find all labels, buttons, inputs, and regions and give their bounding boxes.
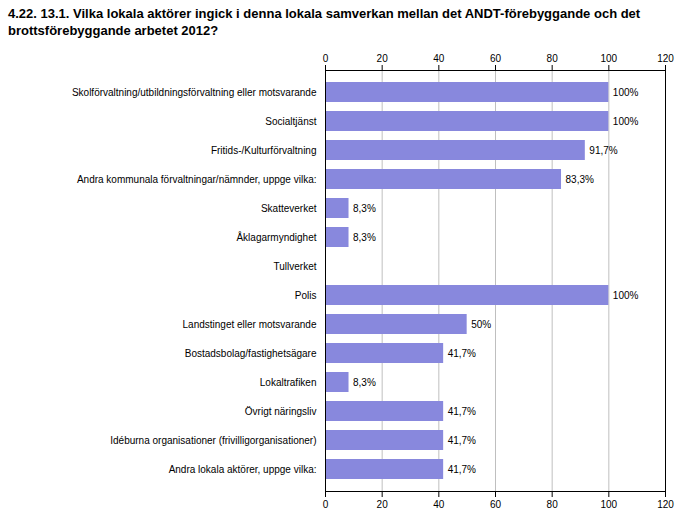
svg-text:60: 60 [490, 498, 502, 509]
svg-text:100%: 100% [613, 115, 639, 126]
svg-text:Andra kommunala förvaltningar/: Andra kommunala förvaltningar/nämnder, u… [77, 173, 317, 184]
svg-text:83,3%: 83,3% [566, 173, 594, 184]
svg-text:Polis: Polis [295, 289, 317, 300]
svg-text:Övrigt näringsliv: Övrigt näringsliv [245, 405, 317, 416]
svg-text:8,3%: 8,3% [353, 376, 376, 387]
svg-text:8,3%: 8,3% [353, 202, 376, 213]
svg-text:100: 100 [600, 498, 617, 509]
svg-text:Lokaltrafiken: Lokaltrafiken [260, 376, 317, 387]
svg-text:Idéburna organisationer (frivi: Idéburna organisationer (frivilligorgani… [110, 434, 316, 445]
svg-text:Fritids-/Kulturförvaltning: Fritids-/Kulturförvaltning [211, 144, 317, 155]
svg-text:60: 60 [490, 52, 502, 63]
svg-text:100: 100 [600, 52, 617, 63]
svg-text:Andra lokala aktörer, uppge vi: Andra lokala aktörer, uppge vilka: [169, 463, 317, 474]
svg-text:8,3%: 8,3% [353, 231, 376, 242]
svg-text:120: 120 [657, 498, 674, 509]
svg-text:Landstinget eller motsvarande: Landstinget eller motsvarande [183, 318, 317, 329]
svg-text:100%: 100% [613, 86, 639, 97]
svg-text:91,7%: 91,7% [589, 144, 617, 155]
svg-text:80: 80 [547, 52, 559, 63]
svg-text:Bostadsbolag/fastighetsägare: Bostadsbolag/fastighetsägare [185, 347, 317, 358]
svg-text:50%: 50% [471, 318, 491, 329]
svg-text:41,7%: 41,7% [448, 347, 476, 358]
svg-text:Tullverket: Tullverket [274, 260, 317, 271]
svg-text:120: 120 [657, 52, 674, 63]
svg-text:20: 20 [377, 52, 389, 63]
svg-text:41,7%: 41,7% [448, 434, 476, 445]
svg-text:Åklagarmyndighet: Åklagarmyndighet [236, 230, 316, 242]
svg-text:100%: 100% [613, 289, 639, 300]
svg-text:41,7%: 41,7% [448, 405, 476, 416]
svg-text:0: 0 [323, 52, 329, 63]
svg-text:Skatteverket: Skatteverket [261, 202, 317, 213]
svg-text:80: 80 [547, 498, 559, 509]
html-text:4.22. 13.1. Vilka lokala aktör: 4.22. 13.1. Vilka lokala aktörer ingick … [8, 6, 641, 38]
svg-text:20: 20 [377, 498, 389, 509]
svg-text:40: 40 [433, 52, 445, 63]
svg-text:0: 0 [323, 498, 329, 509]
svg-text:Skolförvaltning/utbildningsför: Skolförvaltning/utbildningsförvaltning e… [72, 86, 317, 97]
svg-text:40: 40 [433, 498, 445, 509]
svg-text:Socialtjänst: Socialtjänst [265, 115, 316, 126]
svg-text:41,7%: 41,7% [448, 463, 476, 474]
